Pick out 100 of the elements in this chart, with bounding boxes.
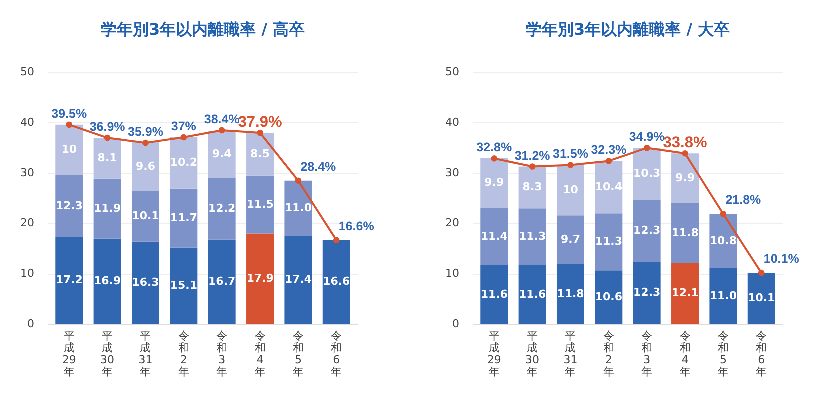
data-label: 11.6 bbox=[518, 288, 546, 301]
x-tick-label: 平成30年 bbox=[100, 330, 115, 378]
data-label: 10 bbox=[62, 143, 78, 156]
bar bbox=[480, 158, 508, 208]
point bbox=[529, 164, 536, 170]
y-tick-label: 40 bbox=[20, 116, 34, 129]
bar bbox=[208, 240, 236, 324]
bar bbox=[595, 270, 623, 324]
data-label: 17.4 bbox=[284, 273, 312, 286]
data-label: 16.6% bbox=[338, 219, 374, 234]
bar bbox=[672, 263, 700, 324]
x-tick-label: 令和6年 bbox=[331, 330, 342, 378]
y-tick-label: 0 bbox=[452, 318, 460, 330]
point bbox=[257, 130, 264, 136]
point bbox=[568, 162, 574, 168]
bar bbox=[556, 216, 584, 265]
point bbox=[333, 237, 340, 244]
bar bbox=[595, 161, 623, 214]
x-tick-label: 平成31年 bbox=[564, 330, 578, 378]
data-label: 12.3 bbox=[634, 224, 661, 238]
data-label: 16.3 bbox=[132, 276, 160, 289]
y-tick-label: 30 bbox=[20, 166, 34, 180]
data-label: 31.5% bbox=[553, 147, 588, 162]
data-label: 12.2 bbox=[208, 202, 236, 216]
bar bbox=[518, 208, 546, 266]
point bbox=[142, 140, 149, 146]
data-label: 12.3 bbox=[634, 286, 661, 300]
bar bbox=[284, 236, 312, 324]
y-tick-label: 20 bbox=[20, 216, 34, 230]
data-label: 11.3 bbox=[595, 235, 622, 248]
data-label: 10.6 bbox=[595, 290, 623, 304]
y-tick-label: 30 bbox=[446, 166, 460, 180]
data-label: 11.9 bbox=[94, 202, 122, 215]
bar bbox=[633, 262, 661, 324]
bar bbox=[748, 273, 776, 324]
bar bbox=[208, 130, 236, 178]
bar bbox=[132, 190, 160, 242]
data-label: 9.6 bbox=[136, 160, 156, 173]
point bbox=[491, 156, 498, 162]
point bbox=[606, 158, 612, 164]
bar bbox=[170, 248, 198, 324]
y-tick-label: 10 bbox=[446, 267, 460, 280]
data-label: 17.2 bbox=[56, 274, 83, 287]
bar bbox=[132, 142, 160, 191]
data-label: 11.3 bbox=[518, 230, 546, 244]
point bbox=[295, 178, 302, 184]
bar bbox=[556, 264, 584, 324]
data-label: 11.4 bbox=[480, 230, 508, 243]
data-label: 11.8 bbox=[672, 226, 699, 240]
data-label: 11.6 bbox=[480, 288, 508, 301]
point bbox=[66, 122, 73, 128]
point bbox=[104, 134, 111, 142]
bar bbox=[56, 124, 84, 176]
data-label: 32.3% bbox=[591, 143, 627, 158]
data-label: 10.2 bbox=[170, 156, 198, 170]
data-label: 10.4 bbox=[595, 180, 623, 194]
data-label: 39.5% bbox=[52, 106, 88, 121]
data-label: 37.9% bbox=[238, 114, 282, 131]
bar bbox=[246, 234, 274, 324]
bar bbox=[480, 266, 508, 324]
data-label: 9.9 bbox=[484, 176, 504, 190]
data-label: 10.1 bbox=[748, 292, 776, 305]
bar bbox=[246, 176, 274, 234]
bar bbox=[518, 166, 546, 209]
bar bbox=[556, 165, 584, 216]
bar bbox=[56, 175, 84, 238]
data-label: 11.5 bbox=[246, 198, 274, 211]
x-tick-label: 令和5年 bbox=[718, 330, 729, 378]
bar bbox=[595, 214, 623, 271]
data-label: 36.9% bbox=[90, 120, 126, 134]
bar bbox=[672, 204, 700, 264]
x-tick-label: 令和3年 bbox=[642, 330, 653, 378]
bar bbox=[208, 178, 236, 240]
data-label: 10.1 bbox=[132, 209, 160, 222]
chart-title: 学年別3年以内離職率 / 高卒 bbox=[100, 20, 306, 39]
x-tick-label: 平成31年 bbox=[138, 330, 153, 378]
bar bbox=[132, 242, 160, 324]
data-label: 15.1 bbox=[170, 278, 198, 292]
bar bbox=[710, 268, 738, 324]
x-tick-label: 平成29年 bbox=[62, 330, 76, 378]
y-tick-label: 0 bbox=[28, 318, 34, 330]
bar bbox=[480, 208, 508, 266]
data-label: 12.1 bbox=[672, 286, 699, 300]
bar bbox=[170, 138, 198, 189]
data-label: 11.0 bbox=[710, 289, 738, 302]
data-label: 21.8% bbox=[726, 193, 762, 208]
data-label: 10.8 bbox=[710, 234, 738, 248]
data-label: 9.7 bbox=[560, 233, 580, 246]
bar bbox=[94, 178, 122, 239]
data-label: 8.1 bbox=[98, 151, 118, 164]
x-tick-label: 平成30年 bbox=[526, 330, 540, 378]
data-label: 10 bbox=[563, 183, 579, 196]
point bbox=[218, 127, 226, 134]
data-label: 31.2% bbox=[514, 148, 550, 163]
data-label: 34.9% bbox=[629, 130, 665, 144]
data-label: 16.6 bbox=[323, 275, 351, 288]
data-label: 9.4 bbox=[212, 148, 232, 161]
data-label: 11.7 bbox=[170, 211, 198, 224]
x-tick-label: 令和2年 bbox=[603, 330, 614, 378]
data-label: 35.9% bbox=[128, 125, 164, 140]
